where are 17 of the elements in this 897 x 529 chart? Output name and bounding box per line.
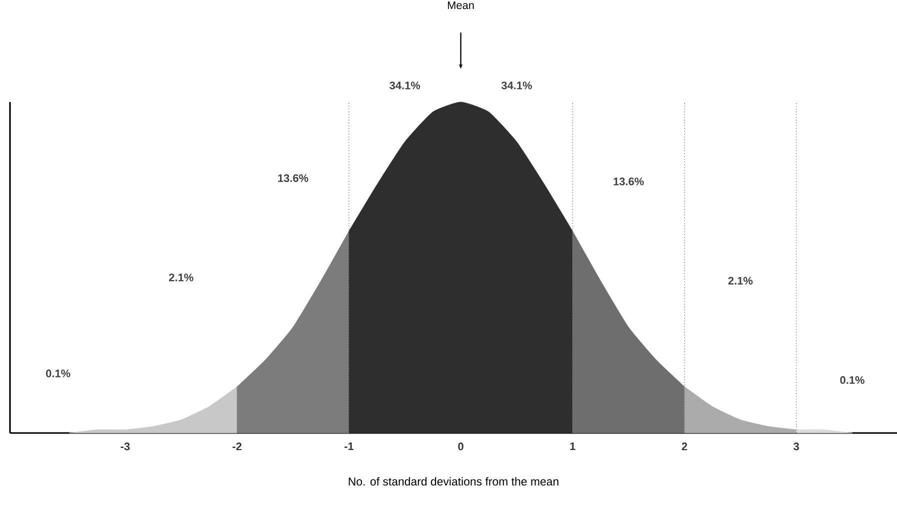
annotation: 0.1% <box>840 376 864 384</box>
x-tick-label: -2 <box>232 442 242 450</box>
annotation: 2.1% <box>169 274 194 282</box>
x-tick-label: -3 <box>120 442 130 450</box>
text: 34.1% <box>390 82 420 90</box>
x-tick-label: 1 <box>570 442 576 450</box>
x-tick-label: 3 <box>794 442 799 450</box>
annotation: 13.6% <box>278 174 308 182</box>
x-axis-title: No. of standard deviations from the mean <box>348 477 558 486</box>
x-tick-label: 0 <box>458 442 464 450</box>
annotation: 0.1% <box>46 370 70 378</box>
annotation: 13.6% <box>614 178 644 186</box>
x-tick-label: -1 <box>344 442 354 450</box>
text: Mean <box>448 1 474 10</box>
text: 34.1% <box>501 82 532 90</box>
annotation: 2.1% <box>728 276 753 285</box>
x-tick-label: 2 <box>682 442 688 450</box>
